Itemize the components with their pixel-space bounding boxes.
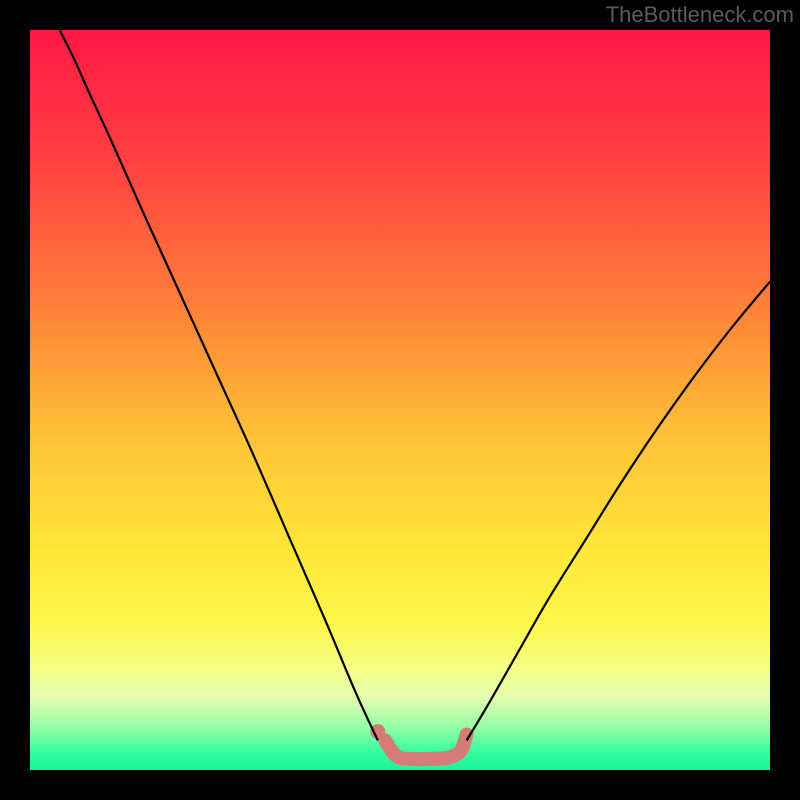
curve-left (60, 30, 378, 740)
chart-plot-area (30, 30, 770, 770)
bottom-squiggle (385, 734, 466, 759)
curve-right (467, 282, 770, 741)
watermark-label: TheBottleneck.com (606, 2, 794, 28)
chart-gradient-background (30, 30, 770, 770)
chart-frame: TheBottleneck.com (0, 0, 800, 800)
chart-curves-svg (30, 30, 770, 770)
